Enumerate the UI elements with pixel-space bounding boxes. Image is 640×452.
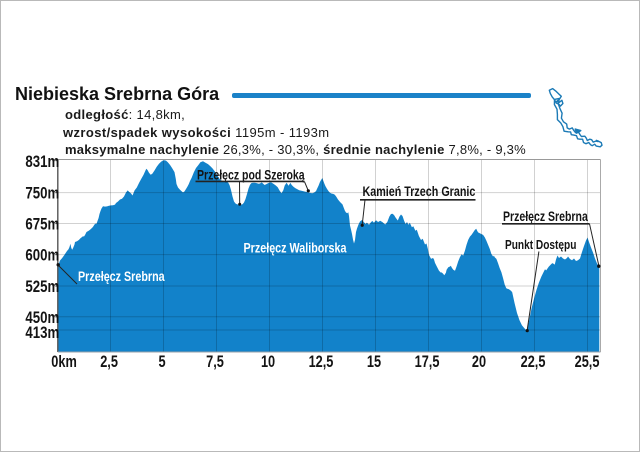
svg-text:Przełęcz Waliborska: Przełęcz Waliborska — [244, 240, 347, 256]
svg-text:675m: 675m — [25, 215, 59, 234]
svg-text:525m: 525m — [25, 278, 59, 297]
svg-text:20: 20 — [472, 352, 486, 371]
svg-text:22,5: 22,5 — [521, 352, 546, 371]
svg-text:450m: 450m — [25, 308, 59, 327]
svg-text:10: 10 — [261, 352, 275, 371]
svg-text:750m: 750m — [25, 184, 59, 203]
svg-text:Przełęcz Srebrna: Przełęcz Srebrna — [503, 209, 588, 225]
svg-text:600m: 600m — [25, 246, 59, 265]
svg-text:413m: 413m — [25, 323, 59, 342]
svg-text:25,5: 25,5 — [575, 352, 600, 371]
svg-text:12,5: 12,5 — [309, 352, 334, 371]
svg-text:15: 15 — [367, 352, 381, 371]
svg-text:17,5: 17,5 — [415, 352, 440, 371]
svg-text:Kamień Trzech Granic: Kamień Trzech Granic — [362, 184, 475, 200]
svg-text:Punkt Dostępu: Punkt Dostępu — [505, 238, 576, 252]
svg-text:0km: 0km — [51, 352, 77, 371]
svg-text:831m: 831m — [25, 153, 59, 172]
svg-text:Przełęcz pod Szeroką: Przełęcz pod Szeroką — [197, 167, 305, 183]
svg-text:7,5: 7,5 — [206, 352, 224, 371]
svg-text:Przełęcz Srebrna: Przełęcz Srebrna — [78, 269, 165, 285]
svg-text:5: 5 — [158, 352, 165, 371]
svg-text:2,5: 2,5 — [100, 352, 118, 371]
